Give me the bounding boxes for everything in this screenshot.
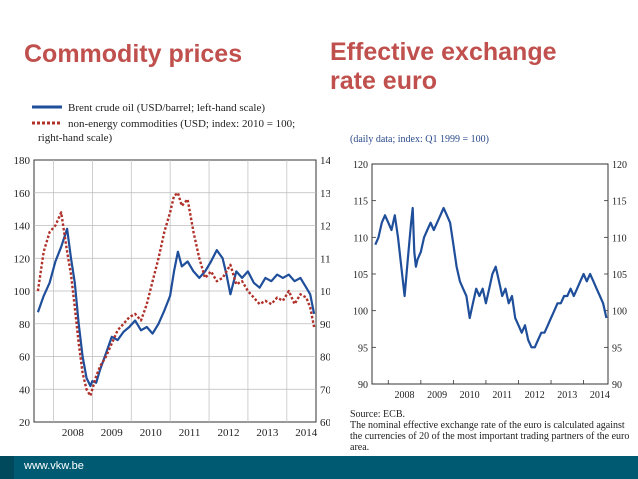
exchange-x-tick-label: 2008 (395, 390, 415, 401)
non-energy-commodities-line (36, 191, 316, 397)
exchange-right-tick-label: 115 (612, 197, 627, 208)
commodity-left-tick-label: 80 (19, 319, 31, 331)
exchange-left-tick-label: 105 (353, 270, 368, 281)
exchange-left-tick-label: 100 (353, 307, 368, 318)
commodity-x-tick-label: 2013 (256, 427, 279, 438)
exchange-left-tick-label: 90 (358, 380, 368, 391)
source-label: Source: ECB. (350, 409, 405, 420)
commodity-left-tick-label: 160 (14, 188, 31, 200)
slide-title-exchange-rate-line1: Effective exchange (330, 38, 557, 66)
commodity-x-tick-label: 2009 (101, 427, 124, 438)
exchange-right-tick-label: 105 (612, 270, 627, 281)
commodity-left-tick-label: 120 (14, 253, 31, 265)
exchange-right-tick-label: 110 (612, 233, 627, 244)
footer-bar: www.vkw.be (0, 456, 638, 479)
slide-title-exchange-rate: Effective exchange rate euro (330, 38, 557, 96)
exchange-chart-left-axis: 90 95 100 105 110 115 120 (353, 160, 376, 391)
source-note: The nominal effective exchange rate of t… (350, 420, 630, 453)
commodity-right-tick-label: 120 (320, 221, 330, 233)
commodity-chart-legend: Brent crude oil (USD/barrel; left-hand s… (32, 102, 295, 144)
exchange-x-tick-label: 2014 (590, 390, 610, 401)
exchange-left-tick-label: 120 (353, 160, 368, 171)
commodity-left-tick-label: 180 (14, 155, 31, 167)
exchange-x-tick-label: 2010 (460, 390, 480, 401)
commodity-right-tick-label: 130 (320, 188, 330, 200)
legend-label-brent-oil: Brent crude oil (USD/barrel; left-hand s… (68, 102, 265, 114)
footer-url[interactable]: www.vkw.be (24, 460, 84, 472)
commodity-x-tick-label: 2010 (140, 427, 163, 438)
commodity-left-tick-label: 40 (19, 384, 31, 396)
commodity-left-tick-label: 100 (14, 286, 31, 298)
commodity-chart-series (36, 191, 316, 397)
exchange-x-tick-label: 2013 (557, 390, 577, 401)
commodity-left-tick-label: 60 (19, 352, 31, 364)
euro-exchange-rate-line (374, 206, 608, 349)
exchange-chart-x-axis: 2008 2009 2010 2011 2012 2013 2014 (387, 380, 610, 401)
commodity-prices-chart: Brent crude oil (USD/barrel; left-hand s… (14, 102, 331, 438)
commodity-right-tick-label: 60 (320, 417, 330, 429)
exchange-x-tick-label: 2011 (492, 390, 512, 401)
commodity-chart-gridlines (34, 160, 316, 422)
footer-accent (0, 456, 14, 479)
brent-oil-line (36, 227, 316, 388)
commodity-chart-left-axis: 20 40 60 80 100 120 140 160 180 (14, 155, 31, 429)
commodity-chart-right-axis: 60 70 80 90 100 110 120 130 140 (320, 155, 330, 429)
exchange-chart-series (374, 206, 608, 349)
exchange-left-tick-label: 95 (358, 343, 368, 354)
commodity-left-tick-label: 140 (14, 221, 31, 233)
commodity-right-tick-label: 110 (320, 253, 330, 265)
exchange-left-tick-label: 115 (353, 197, 368, 208)
commodity-left-tick-label: 20 (19, 417, 31, 429)
commodity-x-tick-label: 2011 (179, 427, 201, 438)
commodity-x-tick-label: 2008 (62, 427, 85, 438)
slide-title-exchange-rate-line2: rate euro (330, 67, 437, 95)
commodity-chart-x-axis: 2008 2009 2010 2011 2012 2013 2014 (62, 427, 318, 438)
commodity-right-tick-label: 70 (320, 384, 330, 396)
slide-title-commodity-prices: Commodity prices (24, 40, 243, 68)
exchange-right-tick-label: 120 (612, 160, 627, 171)
exchange-chart-source: Source: ECB. The nominal effective excha… (350, 409, 638, 453)
exchange-x-tick-label: 2012 (525, 390, 545, 401)
commodity-right-tick-label: 90 (320, 319, 330, 331)
exchange-right-tick-label: 100 (612, 307, 627, 318)
legend-label-non-energy-line2: right-hand scale) (38, 132, 113, 144)
exchange-right-tick-label: 95 (612, 343, 622, 354)
commodity-right-tick-label: 140 (320, 155, 330, 167)
exchange-right-tick-label: 90 (612, 380, 622, 391)
commodity-x-tick-label: 2014 (295, 427, 318, 438)
commodity-right-tick-label: 100 (320, 286, 330, 298)
exchange-x-tick-label: 2009 (427, 390, 447, 401)
commodity-x-tick-label: 2012 (217, 427, 239, 438)
commodity-right-tick-label: 80 (320, 352, 330, 364)
exchange-left-tick-label: 110 (353, 233, 368, 244)
exchange-chart-plot-area (371, 163, 609, 385)
legend-label-non-energy-line1: non-energy commodities (USD; index: 2010… (68, 118, 295, 130)
exchange-chart-subtitle: (daily data; index: Q1 1999 = 100) (350, 134, 489, 145)
exchange-rate-chart: (daily data; index: Q1 1999 = 100) 90 95 1… (350, 134, 627, 401)
